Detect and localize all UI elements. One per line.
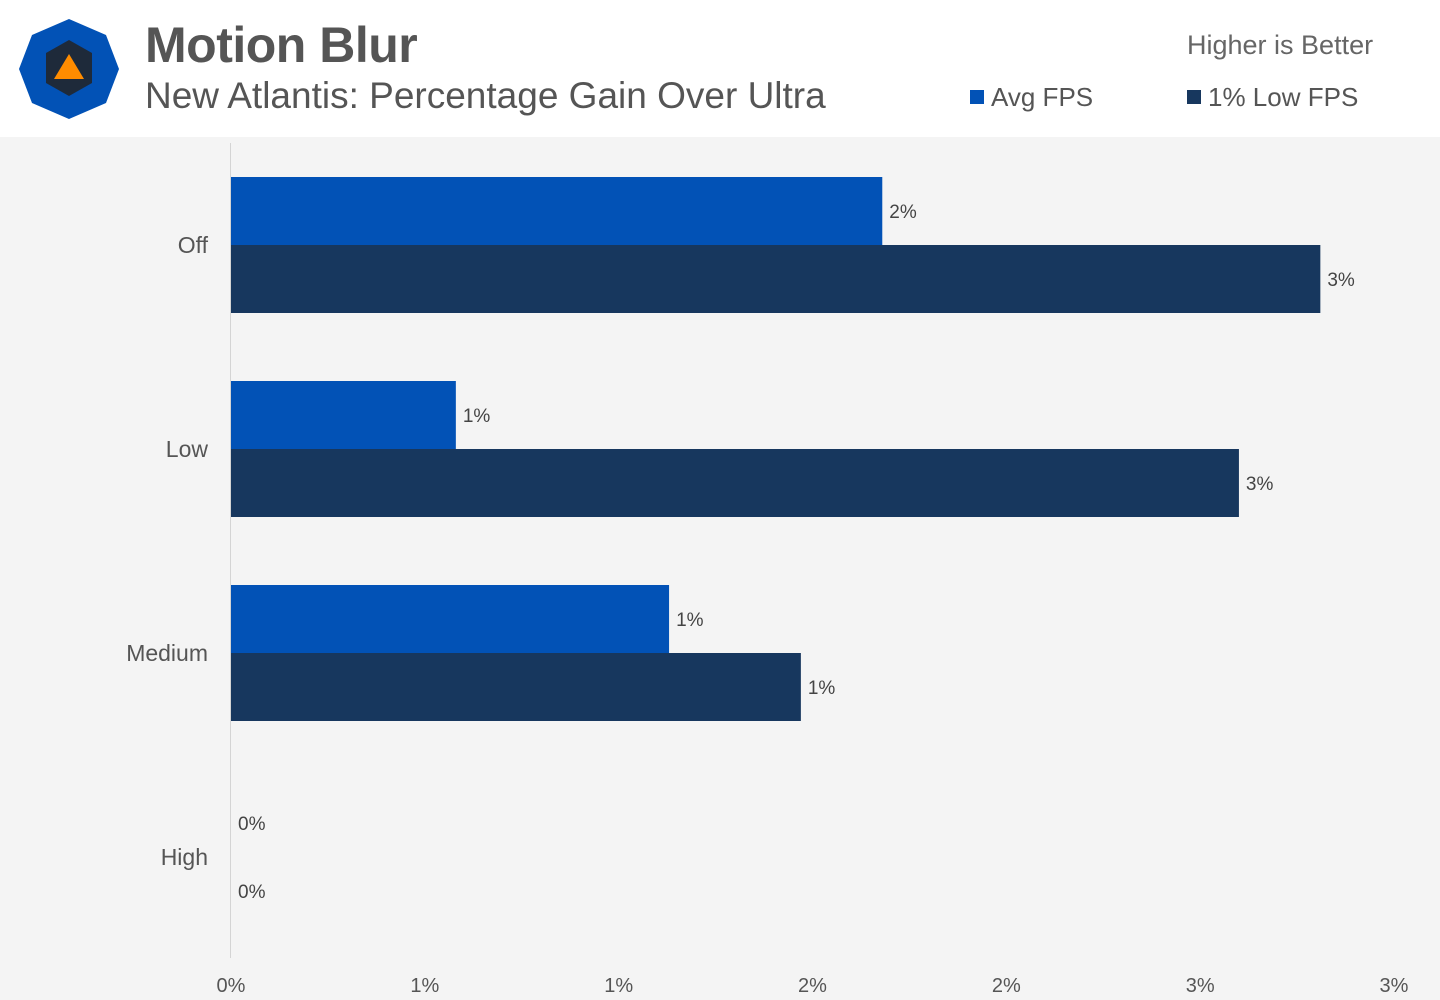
value-label-low-low: 3% (1246, 474, 1274, 495)
x-tick-label: 0% (217, 975, 246, 997)
bar-avg-low (231, 381, 456, 449)
chart-header: Motion Blur New Atlantis: Percentage Gai… (0, 0, 1440, 137)
category-label-high: High (161, 844, 208, 870)
chart-subtitle: New Atlantis: Percentage Gain Over Ultra (145, 75, 826, 116)
legend-item-avg-fps: Avg FPS (970, 82, 1093, 112)
value-label-avg-high: 0% (238, 814, 266, 835)
x-tick-label: 3% (1380, 975, 1409, 997)
x-tick-label: 3% (1186, 975, 1215, 997)
category-label-off: Off (178, 232, 209, 258)
legend-item-low-fps: 1% Low FPS (1187, 82, 1358, 112)
value-label-low-off: 3% (1327, 270, 1355, 291)
legend-swatch-low (1187, 90, 1201, 104)
x-tick-label: 2% (798, 975, 827, 997)
bar-avg-medium (231, 585, 670, 653)
x-tick-label: 1% (410, 975, 439, 997)
x-tick-label: 2% (992, 975, 1021, 997)
brand-logo-icon (19, 19, 119, 119)
bar-low-low (231, 449, 1239, 517)
value-label-low-medium: 1% (808, 678, 836, 699)
value-label-avg-off: 2% (889, 202, 917, 223)
bar-low-off (231, 245, 1321, 313)
legend-label-low: 1% Low FPS (1208, 81, 1359, 112)
category-label-medium: Medium (126, 640, 208, 666)
value-label-avg-low: 1% (463, 406, 491, 427)
bar-low-medium (231, 653, 801, 721)
legend-swatch-avg (970, 90, 984, 104)
category-label-low: Low (166, 436, 209, 462)
x-tick-label: 1% (604, 975, 633, 997)
chart-title: Motion Blur (145, 17, 418, 73)
higher-is-better-note: Higher is Better (1187, 30, 1374, 60)
value-label-avg-medium: 1% (676, 610, 704, 631)
bar-avg-off (231, 177, 883, 245)
value-label-low-high: 0% (238, 882, 266, 903)
legend-label-avg: Avg FPS (991, 81, 1094, 112)
